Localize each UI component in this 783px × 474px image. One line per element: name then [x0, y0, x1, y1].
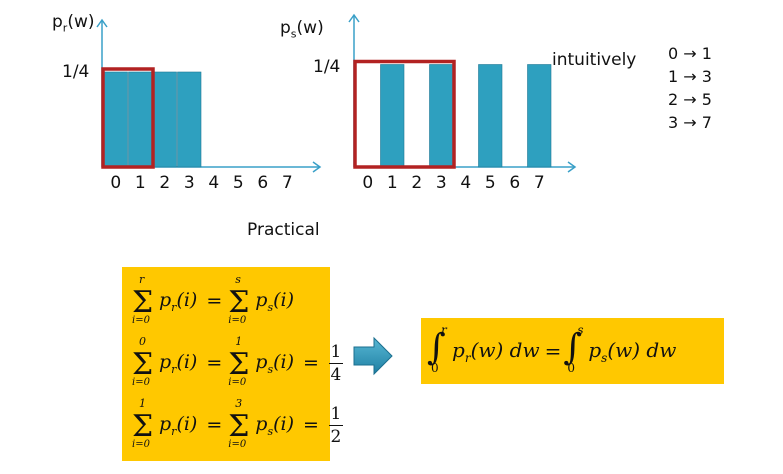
histogram-bar [478, 64, 503, 168]
sigma-symbol: Σ 1 i=0 [228, 335, 250, 388]
x-axis-arrow [312, 161, 322, 173]
highlight-box [353, 59, 456, 169]
mapping-row: 0 → 1 [668, 44, 712, 63]
sigma-symbol: Σ 3 i=0 [228, 397, 250, 450]
integral-symbol: ∫ r 0 [427, 323, 447, 375]
right-plot [348, 13, 577, 173]
histogram-bar [429, 64, 454, 168]
integral-equation-box: ∫ r 0 pr(w) dw = ∫ s 0 ps(w) dw [421, 318, 724, 384]
practical-caption: Practical [247, 220, 320, 240]
x-tick-label: 5 [484, 173, 496, 193]
highlight-box [101, 67, 155, 169]
x-tick-label: 1 [134, 173, 146, 193]
x-tick-label: 7 [281, 173, 293, 193]
x-tick-label: 4 [460, 173, 472, 193]
x-tick-label: 5 [232, 173, 244, 193]
histogram-bar [177, 71, 202, 168]
right-arrow-icon [353, 336, 393, 376]
intuitively-note: intuitively [552, 50, 637, 70]
x-tick-label: 2 [411, 173, 423, 193]
x-tick-label: 6 [509, 173, 521, 193]
histogram-bar [527, 64, 552, 168]
histogram-bar [380, 64, 405, 168]
integral-symbol: ∫ s 0 [563, 323, 584, 375]
x-tick-label: 6 [257, 173, 269, 193]
x-axis-arrow [567, 161, 577, 173]
y-axis-arrow [96, 18, 108, 28]
right-level-label: 1/4 [313, 57, 341, 77]
right-y-label: ps(w) [280, 18, 324, 41]
y-axis-arrow [348, 13, 360, 23]
x-tick-label: 3 [183, 173, 195, 193]
mapping-row: 1 → 3 [668, 67, 712, 86]
x-tick-label: 4 [208, 173, 220, 193]
x-tick-label: 3 [435, 173, 447, 193]
x-tick-label: 7 [533, 173, 545, 193]
sigma-symbol: Σ 1 i=0 [132, 397, 154, 450]
left-level-label: 1/4 [62, 62, 90, 82]
sigma-symbol: Σ 0 i=0 [132, 335, 154, 388]
x-tick-label: 0 [110, 173, 122, 193]
x-tick-label: 1 [386, 173, 398, 193]
mapping-row: 3 → 7 [668, 113, 712, 132]
left-y-label: pr(w) [52, 12, 95, 35]
mapping-row: 2 → 5 [668, 90, 712, 109]
left-plot [96, 18, 322, 173]
x-tick-label: 0 [362, 173, 374, 193]
x-tick-label: 2 [159, 173, 171, 193]
